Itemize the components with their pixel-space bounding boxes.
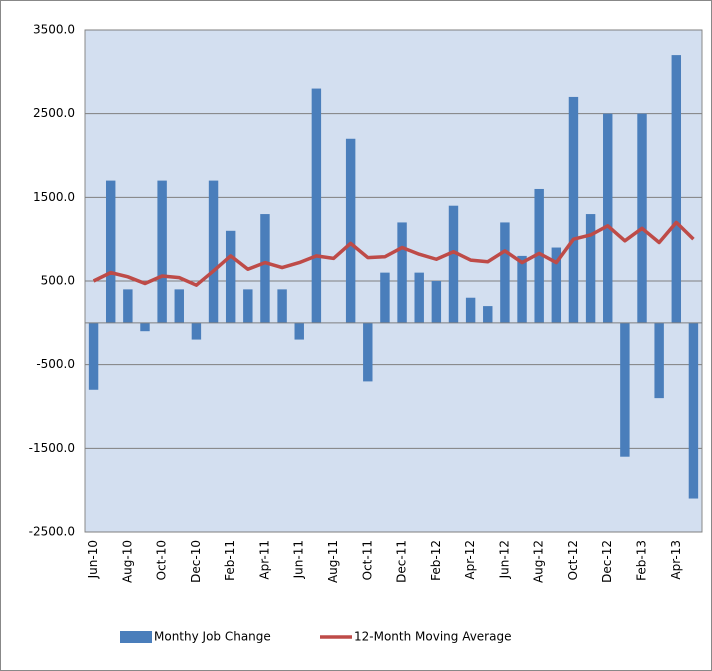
x-tick-label: Apr-11: [257, 540, 271, 580]
bar: [448, 205, 459, 323]
bar: [105, 180, 116, 323]
x-tick-label: Jun-10: [86, 540, 100, 579]
x-tick-label: Dec-11: [395, 540, 409, 583]
x-tick-label: Apr-12: [463, 540, 477, 580]
x-tick-label: Oct-11: [360, 540, 374, 580]
bar: [551, 247, 562, 323]
bar: [414, 272, 424, 323]
y-tick-label: 1500.0: [33, 190, 75, 204]
bar: [225, 230, 236, 323]
bar: [688, 322, 699, 499]
bar: [157, 180, 167, 323]
y-tick-label: -1500.0: [29, 441, 75, 455]
x-tick-label: Apr-13: [669, 540, 683, 580]
bar: [397, 222, 407, 323]
x-tick-label: Aug-12: [532, 540, 546, 583]
x-tick-label: Aug-10: [120, 540, 134, 583]
bar: [345, 138, 356, 323]
bar: [517, 255, 527, 323]
bar: [260, 214, 270, 323]
bar: [88, 322, 99, 390]
bar: [585, 214, 596, 323]
x-tick-label: Feb-13: [635, 540, 649, 581]
bar: [380, 272, 390, 323]
bar: [243, 289, 253, 323]
bar: [208, 180, 219, 323]
bar: [603, 113, 613, 323]
bar: [294, 322, 304, 340]
x-tick-label: Oct-10: [155, 540, 169, 580]
x-tick-label: Feb-12: [429, 540, 443, 581]
bar: [140, 322, 150, 332]
bar: [174, 289, 184, 323]
bar: [363, 322, 373, 382]
bar: [654, 322, 664, 399]
y-tick-label: 3500.0: [33, 23, 75, 37]
x-tick-label: Dec-12: [600, 540, 614, 583]
y-tick-label: -2500.0: [29, 525, 75, 539]
legend-label: Monthy Job Change: [154, 630, 271, 644]
y-tick-label: 500.0: [41, 274, 75, 288]
line: [92, 220, 695, 287]
bar: [191, 322, 202, 340]
bar: [483, 306, 493, 323]
x-tick-label: Dec-10: [189, 540, 203, 583]
x-tick-label: Feb-11: [223, 540, 237, 581]
bar: [534, 188, 544, 323]
x-tick-label: Aug-11: [326, 540, 340, 583]
y-tick-label: -500.0: [36, 357, 75, 371]
y-tick-label: 2500.0: [33, 106, 75, 120]
bar: [620, 322, 630, 457]
legend-label: 12-Month Moving Average: [354, 630, 511, 644]
bar: [671, 55, 682, 323]
bar: [431, 281, 442, 323]
x-tick-label: Jun-11: [292, 540, 306, 579]
legend-swatch: [120, 631, 152, 643]
bar: [123, 289, 133, 323]
bar: [568, 96, 579, 323]
bar: [637, 113, 647, 323]
x-tick-label: Oct-12: [566, 540, 580, 580]
bar: [277, 289, 287, 323]
bar: [500, 222, 510, 323]
bar: [311, 88, 322, 323]
x-tick-label: Jun-12: [497, 540, 511, 579]
bar: [465, 297, 476, 323]
